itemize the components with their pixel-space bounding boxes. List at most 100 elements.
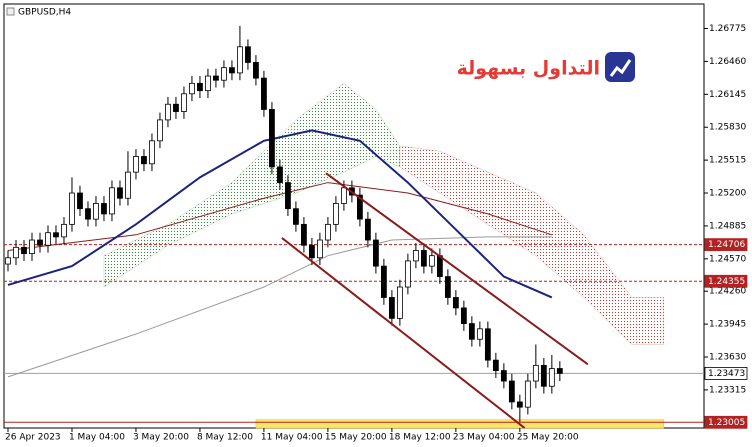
candle-body [93, 203, 99, 220]
candle-body [293, 208, 299, 225]
candle-body [556, 368, 563, 374]
candle-body [213, 75, 219, 81]
y-tick-label: 1.26460 [709, 57, 746, 67]
candle-body [356, 194, 363, 220]
candle-body [181, 93, 187, 112]
level-label: 1.24706 [708, 240, 745, 250]
candle-body [149, 140, 155, 165]
candle-body [53, 232, 59, 238]
candle-body [269, 109, 275, 168]
level-label-box [704, 367, 748, 380]
candle-body [69, 192, 75, 225]
candle-body [532, 364, 539, 382]
candle-body [61, 223, 67, 238]
candle-body [524, 380, 531, 408]
candle-body [109, 187, 115, 215]
candle-body [317, 239, 323, 259]
logo: التداول بسهولة [457, 52, 635, 82]
logo-text: التداول بسهولة [457, 58, 600, 80]
symbol-icon [6, 7, 15, 16]
level-label-box [704, 274, 748, 288]
candle-body [277, 166, 283, 183]
plot [4, 25, 704, 429]
candle-body [5, 257, 11, 265]
indicator-line [7, 236, 552, 378]
candle-body [444, 276, 451, 298]
candle-body [245, 46, 251, 63]
candle-body [101, 203, 107, 215]
channel-line [325, 172, 589, 366]
y-tick-label: 1.24570 [709, 254, 746, 264]
candle-body [117, 187, 123, 199]
y-tick-label: 1.25515 [709, 156, 746, 166]
candle-body [500, 370, 507, 382]
logo-arrow [609, 59, 632, 77]
candle-body [548, 368, 555, 387]
level-label: 1.24355 [708, 277, 745, 287]
candle-body [428, 255, 435, 267]
candle-body [325, 223, 331, 241]
candle-body [484, 328, 491, 361]
candle-body [396, 286, 403, 319]
candle-body [237, 46, 243, 74]
candle-body [364, 218, 371, 241]
x-tick-label: 8 May 12:00 [197, 433, 253, 443]
candle-body [157, 119, 163, 142]
candle-body [460, 307, 467, 324]
candle-body [205, 75, 211, 92]
candle-body [21, 246, 27, 255]
chart-title: GBPUSD,H4 [18, 8, 71, 18]
candle-body [516, 401, 523, 408]
y-tick-label: 1.26145 [709, 90, 746, 100]
candle-body [309, 244, 315, 259]
candle-body [85, 208, 91, 220]
x-tick-label: 1 May 04:00 [69, 433, 125, 443]
candle-body [333, 203, 339, 225]
candle-body [452, 297, 459, 309]
candle-body [412, 250, 419, 262]
level-label: 1.23005 [708, 418, 745, 428]
candle-body [476, 328, 483, 340]
x-tick-label: 26 Apr 2023 [5, 433, 61, 443]
candle-body [341, 187, 347, 204]
y-tick-label: 1.25830 [709, 123, 746, 133]
y-tick-label: 1.26775 [709, 24, 746, 34]
y-tick-label: 1.25200 [709, 189, 746, 199]
level-label-box [704, 415, 748, 429]
candle-body [221, 67, 227, 81]
candle-body [492, 359, 499, 371]
candle-body [372, 239, 379, 267]
candle-body [77, 192, 83, 210]
candle-body [173, 103, 179, 112]
candle-body [133, 156, 139, 173]
indicator-line [7, 129, 553, 299]
candle-body [13, 246, 19, 259]
support-zone [255, 419, 665, 429]
candle-body [45, 232, 51, 246]
candle-body [125, 171, 131, 199]
candle-body [165, 103, 171, 121]
candle-body [508, 380, 515, 403]
candle-body [540, 364, 547, 387]
x-tick-label: 11 May 04:00 [261, 433, 323, 443]
candle-body [141, 156, 147, 165]
channel-line [281, 237, 526, 429]
candle-body [404, 260, 411, 288]
candle-body [420, 250, 427, 267]
y-tick-label: 1.23945 [709, 320, 746, 330]
candle-body [388, 297, 395, 319]
candle-body [189, 82, 195, 95]
logo-icon [605, 52, 635, 82]
y-tick-label: 1.23630 [709, 353, 746, 363]
x-tick-label: 23 May 04:00 [453, 433, 515, 443]
candle-body [37, 239, 43, 246]
candle-body [197, 82, 203, 92]
x-tick-label: 3 May 20:00 [133, 433, 189, 443]
indicator-line [7, 182, 552, 251]
candle-body [253, 62, 259, 79]
y-tick-label: 1.24885 [709, 221, 746, 231]
candle-body [229, 67, 235, 74]
level-label: 1.23473 [708, 369, 745, 379]
